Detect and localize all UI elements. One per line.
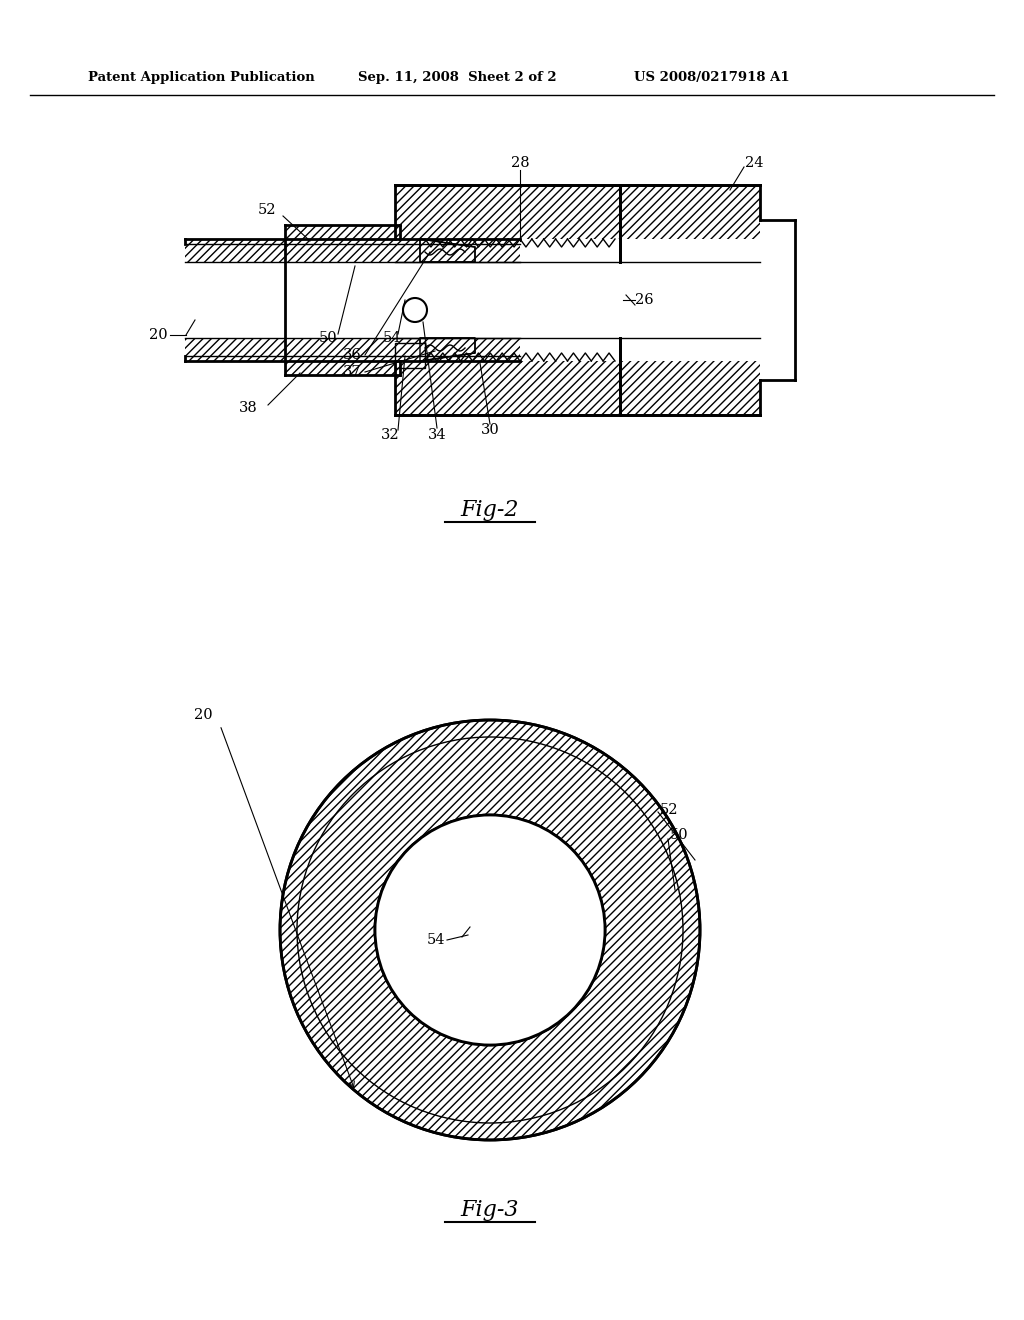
Text: 20: 20 <box>150 327 168 342</box>
Bar <box>185 244 520 261</box>
Text: 50: 50 <box>670 828 688 842</box>
Bar <box>285 224 400 239</box>
Bar <box>185 239 520 244</box>
Text: US 2008/0217918 A1: US 2008/0217918 A1 <box>634 71 790 84</box>
Bar <box>185 338 520 356</box>
Bar <box>185 239 520 244</box>
Bar <box>185 338 520 356</box>
Bar <box>185 261 520 338</box>
Circle shape <box>375 814 605 1045</box>
Bar <box>185 244 520 261</box>
Bar <box>395 360 620 414</box>
Text: 50: 50 <box>318 331 337 345</box>
Bar <box>620 360 760 414</box>
Text: Sep. 11, 2008  Sheet 2 of 2: Sep. 11, 2008 Sheet 2 of 2 <box>358 71 557 84</box>
Circle shape <box>280 719 700 1140</box>
Bar <box>395 185 620 239</box>
Text: 36: 36 <box>343 348 362 362</box>
Text: Fig-3: Fig-3 <box>461 1199 519 1221</box>
Text: 20: 20 <box>195 708 213 722</box>
Bar <box>620 185 760 239</box>
Bar <box>395 360 620 414</box>
Polygon shape <box>420 338 475 360</box>
Text: Fig-2: Fig-2 <box>461 499 519 521</box>
Circle shape <box>403 298 427 322</box>
Bar <box>620 185 760 239</box>
Bar <box>395 343 425 368</box>
Text: 52: 52 <box>258 203 276 216</box>
Text: 32: 32 <box>381 428 399 442</box>
Bar <box>185 356 520 360</box>
Bar <box>395 261 620 338</box>
Text: Patent Application Publication: Patent Application Publication <box>88 71 314 84</box>
Text: 54: 54 <box>427 933 445 946</box>
Bar <box>285 360 400 375</box>
Bar <box>620 360 760 414</box>
Bar <box>285 224 400 239</box>
Text: 37: 37 <box>343 366 362 379</box>
Polygon shape <box>420 239 475 261</box>
Bar <box>620 261 760 338</box>
Text: 38: 38 <box>239 401 257 414</box>
Bar <box>395 343 425 368</box>
Bar <box>285 360 400 375</box>
Text: 28: 28 <box>511 156 529 170</box>
Text: 54: 54 <box>383 331 401 345</box>
Text: 34: 34 <box>428 428 446 442</box>
Text: 52: 52 <box>660 803 679 817</box>
Text: 24: 24 <box>745 156 764 170</box>
Text: 26: 26 <box>635 293 653 308</box>
Bar <box>185 356 520 360</box>
Bar <box>395 185 620 239</box>
Text: 30: 30 <box>480 422 500 437</box>
